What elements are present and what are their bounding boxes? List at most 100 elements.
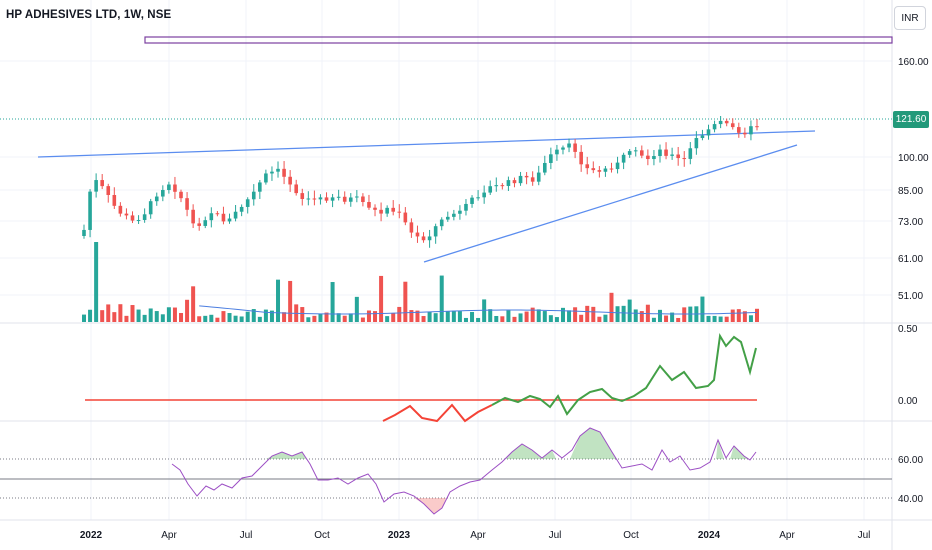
volume-bar [130, 305, 135, 322]
candle-body [270, 171, 274, 174]
candle-body [585, 164, 590, 169]
candle-body [300, 193, 305, 200]
candle-body [452, 213, 456, 217]
candle-body [706, 129, 711, 136]
volume-bar [112, 312, 117, 322]
volume-bar [88, 309, 93, 322]
volume-bar [506, 310, 511, 322]
price-candles [82, 115, 759, 248]
candle-body [603, 168, 608, 172]
time-axis[interactable]: 2022 Apr Jul Oct 2023 Apr Jul Oct 2024 A… [80, 530, 871, 541]
candle-body [682, 158, 687, 160]
volume-bar [560, 307, 565, 322]
volume-bar [403, 281, 408, 322]
volume-bar [142, 314, 147, 322]
candle-body [306, 198, 311, 200]
candle-body [118, 205, 123, 214]
price-label: 61.00 [898, 254, 923, 265]
candle-body [130, 215, 135, 221]
candle-body [355, 196, 359, 198]
volume-bar [360, 317, 365, 322]
volume-bar [288, 280, 293, 322]
volume-bar [542, 311, 547, 322]
candle-body [367, 202, 371, 208]
volume-bar [179, 312, 184, 322]
momentum-axis[interactable]: 0.50 0.00 [898, 324, 918, 407]
support-trendline[interactable] [423, 144, 798, 263]
candle-body [112, 194, 117, 206]
candle-body [336, 196, 341, 198]
volume-bar [100, 310, 105, 322]
volume-bar [730, 309, 735, 322]
volume-bar [336, 313, 341, 322]
candle-body [167, 184, 171, 191]
candle-body [536, 172, 541, 182]
volume-bar [664, 315, 669, 322]
candle-body [591, 168, 596, 171]
price-label: 51.00 [898, 291, 923, 302]
candle-body [373, 207, 377, 210]
candle-body [633, 150, 638, 152]
candle-body [185, 198, 189, 210]
rectangle-drawing[interactable] [144, 36, 893, 44]
time-label: Jul [858, 530, 871, 541]
candle-body [124, 213, 129, 216]
time-label: Apr [161, 530, 177, 541]
candle-body [427, 236, 432, 241]
volume-bar [306, 317, 311, 322]
time-label: 2022 [80, 530, 103, 541]
candle-body [694, 138, 699, 149]
momentum-line-up [491, 333, 757, 416]
volume-bar [603, 314, 608, 322]
candle-body [743, 132, 747, 135]
candle-body [94, 180, 98, 192]
candle-body [494, 185, 499, 187]
candle-body [312, 198, 317, 200]
candle-body [148, 201, 153, 215]
volume-bar [585, 305, 590, 322]
price-label: 100.00 [898, 153, 929, 164]
candle-body [191, 209, 195, 224]
volume-bar [445, 311, 450, 322]
volume-bar [203, 315, 208, 322]
volume-bar [94, 242, 99, 322]
currency-button[interactable]: INR [894, 6, 926, 30]
price-axis[interactable]: 160.00 100.00 85.00 73.00 61.00 51.00 [898, 57, 929, 302]
volume-bar [136, 309, 141, 322]
resistance-trendline[interactable] [37, 130, 816, 158]
candle-body [646, 155, 650, 160]
candle-body [512, 180, 517, 184]
volume-bar [463, 317, 468, 322]
candle-body [730, 123, 735, 128]
candle-body [676, 154, 680, 159]
rsi-label: 40.00 [898, 494, 923, 505]
volume-bar [712, 315, 717, 322]
volume-bar [736, 309, 741, 322]
candle-body [288, 176, 292, 185]
candle-body [561, 147, 565, 150]
candle-body [409, 222, 414, 233]
volume-ma-line [199, 305, 758, 315]
volume-bar [233, 315, 238, 322]
time-label: 2024 [698, 530, 721, 541]
volume-bar [342, 315, 347, 322]
volume-bar [385, 316, 390, 322]
volume-bar [82, 314, 86, 322]
rsi-fill [716, 440, 724, 459]
candle-body [627, 151, 632, 155]
volume-bar [657, 309, 662, 322]
volume-bar [106, 304, 111, 322]
candle-body [342, 196, 347, 202]
volume-bar [494, 315, 499, 322]
candle-body [100, 180, 104, 187]
candle-body [142, 214, 147, 220]
candle-body [136, 219, 141, 221]
candle-body [318, 197, 323, 200]
candle-body [549, 154, 553, 163]
volume-bar [276, 279, 281, 322]
rsi-axis[interactable]: 60.00 40.00 [898, 455, 923, 505]
volume-bar [154, 311, 159, 322]
volume-bar [530, 307, 535, 322]
